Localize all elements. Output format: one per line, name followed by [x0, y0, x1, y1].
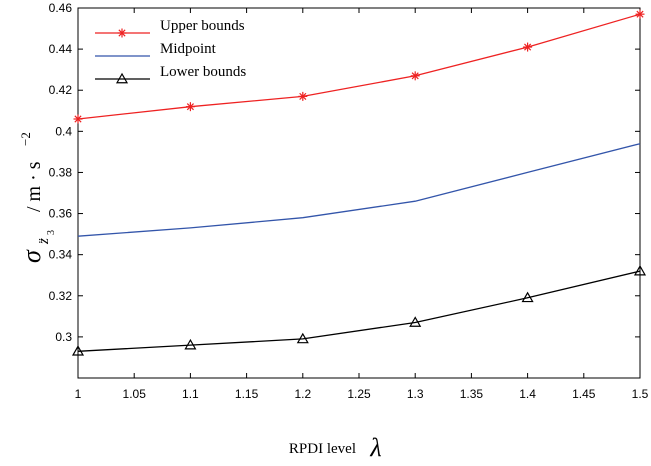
star-stroke [411, 72, 419, 80]
y-tick-label: 0.46 [49, 1, 73, 15]
x-tick-label: 1.25 [347, 387, 371, 401]
data-point-upper-bounds [523, 42, 533, 52]
data-point-lower-bounds [409, 316, 422, 327]
x-axis-symbol: λ [369, 433, 381, 462]
x-tick-label: 1.35 [460, 387, 484, 401]
legend: Upper bounds Midpoint Lower bounds [95, 18, 246, 84]
data-point-lower-bounds [184, 338, 197, 350]
y-label-sigma: σ [17, 249, 46, 263]
legend-marker-lower-bounds [115, 72, 129, 84]
y-tick-label: 0.36 [49, 207, 73, 221]
legend-label-upper-bounds: Upper bounds [160, 18, 245, 34]
star-stroke [636, 10, 644, 18]
data-point-upper-bounds [298, 91, 308, 101]
data-point-lower-bounds [521, 291, 534, 303]
data-point-upper-bounds [635, 9, 645, 19]
y-label-units: / m · s [23, 161, 45, 212]
x-tick-label: 1.05 [123, 387, 147, 401]
star-stroke [118, 29, 126, 37]
star-stroke [524, 43, 532, 51]
y-label-subsubscript: 3 [46, 230, 57, 235]
star-stroke [186, 103, 194, 111]
series-line-midpoint [77, 143, 641, 237]
y-tick-label: 0.34 [49, 248, 73, 262]
x-tick-label: 1.4 [519, 387, 536, 401]
y-tick-label: 0.32 [49, 289, 73, 303]
y-tick-label: 0.38 [49, 165, 73, 179]
x-tick-label: 1.45 [572, 387, 596, 401]
legend-marker-upper-bounds [117, 28, 127, 38]
data-point-lower-bounds [633, 264, 647, 276]
y-label-exponent: −2 [18, 132, 33, 146]
y-tick-label: 0.4 [55, 124, 72, 138]
x-axis-label: RPDI level [289, 441, 356, 457]
x-tick-label: 1 [75, 387, 82, 401]
series-line-upper-bounds [77, 13, 641, 120]
x-tick-label: 1.15 [235, 387, 259, 401]
star-stroke [74, 115, 82, 123]
x-tick-label: 1.5 [632, 387, 649, 401]
legend-label-midpoint: Midpoint [160, 41, 217, 57]
series-layer [71, 9, 647, 356]
y-axis-label: σ z̈ 3 / m · s −2 [17, 132, 57, 263]
y-axis-ticks: 0.3 0.32 0.34 0.36 0.38 0.4 0.42 0.44 0.46 [49, 1, 640, 344]
x-axis-ticks: 1 1.05 1.1 1.15 1.2 1.25 1.3 1.35 1.4 1.45 1.5 [75, 8, 649, 401]
series-line-lower-bounds [77, 270, 641, 352]
data-point-lower-bounds [296, 332, 309, 344]
star-stroke [299, 92, 307, 100]
data-point-lower-bounds [71, 345, 85, 356]
data-point-upper-bounds [410, 71, 420, 81]
y-tick-label: 0.44 [49, 42, 73, 56]
legend-label-lower-bounds: Lower bounds [160, 64, 246, 80]
data-point-upper-bounds [185, 102, 195, 112]
plot-frame [77, 7, 641, 379]
x-tick-label: 1.3 [407, 387, 424, 401]
x-tick-label: 1.2 [294, 387, 311, 401]
y-tick-label: 0.42 [49, 83, 73, 97]
x-tick-label: 1.1 [182, 387, 199, 401]
y-tick-label: 0.3 [55, 330, 72, 344]
y-label-subscript: z̈ [36, 238, 52, 245]
data-point-upper-bounds [73, 114, 83, 124]
